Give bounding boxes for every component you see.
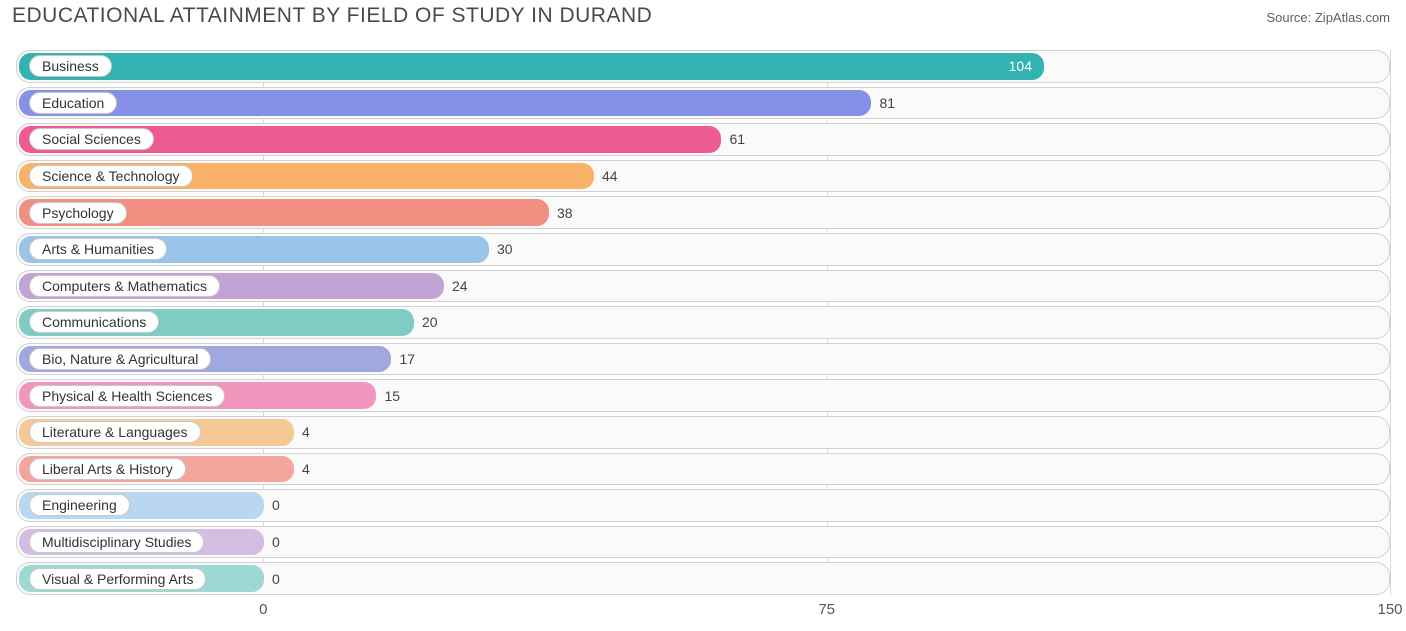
chart-row: Science & Technology 44	[16, 160, 1390, 193]
bar-value: 0	[272, 534, 280, 550]
chart-row: Liberal Arts & History 4	[16, 453, 1390, 486]
category-badge: Psychology	[29, 202, 127, 224]
category-badge: Multidisciplinary Studies	[29, 531, 204, 553]
bar-value: 44	[602, 168, 618, 184]
category-badge: Computers & Mathematics	[29, 275, 220, 297]
bar-value: 4	[302, 424, 310, 440]
chart-area: Business104Education81Social Sciences61S…	[16, 50, 1390, 595]
chart-row: Multidisciplinary Studies 0	[16, 526, 1390, 559]
x-axis: 075150	[16, 601, 1390, 625]
chart-row: Visual & Performing Arts 0	[16, 562, 1390, 595]
category-badge: Liberal Arts & History	[29, 458, 186, 480]
x-tick: 150	[1377, 601, 1402, 618]
gridline	[1390, 50, 1391, 595]
category-badge: Bio, Nature & Agricultural	[29, 348, 211, 370]
chart-row: Engineering 0	[16, 489, 1390, 522]
bar-value: 38	[557, 205, 573, 221]
category-badge: Education	[29, 92, 117, 114]
category-badge: Science & Technology	[29, 165, 193, 187]
bar-value: 17	[399, 351, 415, 367]
chart-row: Social Sciences 61	[16, 123, 1390, 156]
bar-value: 20	[422, 314, 438, 330]
chart-row: Literature & Languages 4	[16, 416, 1390, 449]
category-badge: Visual & Performing Arts	[29, 568, 206, 590]
bar	[19, 90, 871, 117]
bar-value: 0	[272, 571, 280, 587]
category-badge: Business	[29, 55, 112, 77]
chart-row: Physical & Health Sciences 15	[16, 379, 1390, 412]
bar-value: 4	[302, 461, 310, 477]
category-badge: Physical & Health Sciences	[29, 385, 225, 407]
chart-title: EDUCATIONAL ATTAINMENT BY FIELD OF STUDY…	[12, 4, 652, 28]
bar-value: 0	[272, 497, 280, 513]
x-tick: 0	[259, 601, 267, 618]
bar	[19, 53, 1044, 80]
bar-value: 15	[384, 388, 400, 404]
chart-rows: Business104Education81Social Sciences61S…	[16, 50, 1390, 595]
category-badge: Literature & Languages	[29, 421, 201, 443]
chart-row: Psychology 38	[16, 196, 1390, 229]
bar-value: 24	[452, 278, 468, 294]
chart-row: Arts & Humanities 30	[16, 233, 1390, 266]
category-badge: Engineering	[29, 494, 130, 516]
bar-value: 104	[1009, 58, 1032, 74]
source-attribution: Source: ZipAtlas.com	[1266, 10, 1390, 25]
chart-row: Education 81	[16, 87, 1390, 120]
chart-row: Business 104	[16, 50, 1390, 83]
chart-row: Bio, Nature & Agricultural 17	[16, 343, 1390, 376]
bar-value: 81	[879, 95, 895, 111]
chart-row: Computers & Mathematics 24	[16, 270, 1390, 303]
x-tick: 75	[818, 601, 835, 618]
chart-row: Communications 20	[16, 306, 1390, 339]
category-badge: Communications	[29, 311, 159, 333]
category-badge: Social Sciences	[29, 128, 154, 150]
bar-value: 61	[729, 131, 745, 147]
bar-value: 30	[497, 241, 513, 257]
category-badge: Arts & Humanities	[29, 238, 167, 260]
